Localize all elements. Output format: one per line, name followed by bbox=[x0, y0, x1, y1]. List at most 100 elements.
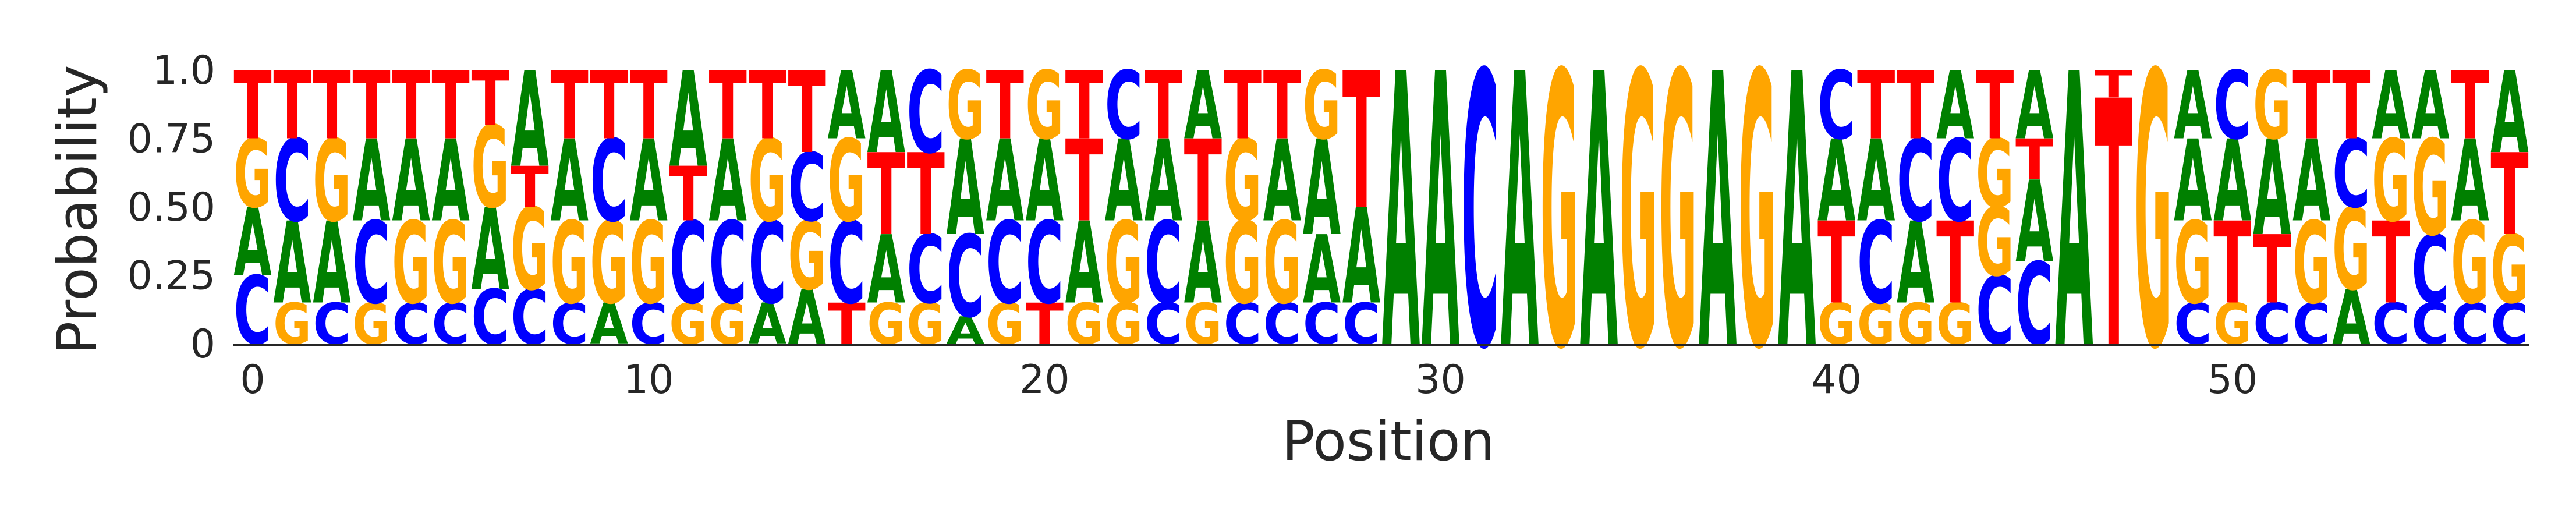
logo-letter-t: T bbox=[1263, 52, 1301, 161]
logo-letter-a: A bbox=[1817, 117, 1855, 247]
logo-letter-a: A bbox=[1184, 199, 1222, 330]
logo-letter-c: C bbox=[828, 199, 866, 330]
logo-letter-c: C bbox=[471, 274, 509, 362]
logo-letter-t: T bbox=[2372, 199, 2410, 329]
logo-letter-a: A bbox=[630, 117, 668, 247]
logo-letter-c: C bbox=[1145, 199, 1182, 330]
y-tick-label: 0.50 bbox=[127, 185, 215, 231]
logo-letter-a: A bbox=[1026, 117, 1064, 247]
logo-letter-a: A bbox=[2411, 52, 2449, 161]
logo-letter-a: A bbox=[1303, 217, 1341, 325]
logo-letter-g: G bbox=[828, 116, 866, 247]
logo-letter-g: G bbox=[313, 116, 350, 247]
logo-letter-t: T bbox=[1976, 52, 2014, 161]
logo-letter-c: C bbox=[630, 292, 668, 357]
logo-letter-g: G bbox=[2451, 198, 2489, 329]
logo-letter-t: T bbox=[1224, 52, 1262, 161]
logo-letter-c: C bbox=[907, 48, 945, 179]
plot-area: CAGTGACTCAGTGCATCGATCGATCAGTCGTACGATAGCT… bbox=[233, 0, 2528, 433]
logo-column: CAT bbox=[1342, 34, 1380, 357]
logo-letter-c: C bbox=[2332, 119, 2370, 229]
logo-column: G bbox=[1659, 0, 1697, 433]
logo-letter-c: C bbox=[2451, 292, 2489, 357]
x-tick-label: 40 bbox=[1811, 357, 1862, 403]
logo-letter-g: G bbox=[1105, 291, 1143, 356]
logo-letter-c: C bbox=[2372, 292, 2410, 357]
x-tick-label: 0 bbox=[240, 357, 265, 403]
logo-letter-c: C bbox=[1936, 116, 1974, 247]
logo-letter-a: A bbox=[233, 189, 271, 298]
logo-letter-g: G bbox=[1897, 291, 1934, 356]
logo-letter-c: C bbox=[2411, 292, 2449, 357]
logo-letter-t: T bbox=[2095, 63, 2133, 107]
logo-column: G bbox=[1738, 0, 1776, 433]
logo-letter-t: T bbox=[2213, 199, 2251, 329]
y-tick-label: 0.25 bbox=[127, 253, 215, 299]
logo-letter-g: G bbox=[273, 291, 311, 356]
logo-letter-g: G bbox=[2134, 0, 2172, 433]
logo-letter-a: A bbox=[1778, 0, 1816, 433]
x-tick-label: 10 bbox=[623, 357, 674, 403]
logo-letter-c: C bbox=[2292, 292, 2330, 357]
logo-letter-c: C bbox=[1263, 292, 1301, 357]
logo-column: A bbox=[1501, 0, 1539, 433]
logo-column: G bbox=[2134, 0, 2172, 433]
logo-letter-c: C bbox=[1461, 0, 1499, 433]
logo-letter-g: G bbox=[392, 198, 430, 329]
logo-letter-g: G bbox=[1263, 198, 1301, 329]
logo-letter-t: T bbox=[431, 52, 469, 161]
logo-letter-t: T bbox=[749, 52, 786, 161]
y-axis: 0 0.25 0.50 0.75 1.0 bbox=[127, 48, 215, 367]
logo-column: TT bbox=[2095, 31, 2133, 423]
logo-column: C bbox=[1461, 0, 1499, 433]
logo-letter-t: T bbox=[2253, 216, 2291, 325]
logo-letter-c: C bbox=[2015, 239, 2053, 370]
logo-letter-g: G bbox=[233, 119, 271, 229]
logo-letter-g: G bbox=[1224, 198, 1262, 329]
logo-letter-g: G bbox=[1026, 51, 1064, 161]
logo-letter-g: G bbox=[1065, 291, 1103, 356]
logo-letter-c: C bbox=[2213, 51, 2251, 161]
logo-letter-t: T bbox=[1817, 199, 1855, 329]
logo-letter-a: A bbox=[1857, 117, 1895, 247]
logo-column: A bbox=[1699, 0, 1737, 433]
logo-column: A bbox=[1778, 0, 1816, 433]
logo-letter-g: G bbox=[2332, 185, 2370, 316]
logo-letter-t: T bbox=[1145, 52, 1182, 161]
logo-letter-t: T bbox=[669, 151, 707, 238]
logo-letter-a: A bbox=[2055, 0, 2093, 433]
logo-letter-g: G bbox=[2372, 116, 2410, 247]
logo-letter-c: C bbox=[749, 199, 786, 330]
logo-letter-g: G bbox=[788, 201, 826, 311]
logo-letter-t: T bbox=[986, 52, 1024, 161]
logo-letter-t: T bbox=[550, 52, 588, 161]
logo-letter-g: G bbox=[431, 198, 469, 329]
logo-letter-t: T bbox=[1936, 199, 1974, 329]
logo-letter-t: T bbox=[709, 52, 747, 161]
logo-letter-a: A bbox=[1936, 52, 1974, 161]
logo-letter-a: A bbox=[1501, 0, 1539, 433]
logo-letter-c: C bbox=[1026, 199, 1064, 330]
logo-letter-g: G bbox=[511, 185, 548, 316]
logo-letter-g: G bbox=[1105, 198, 1143, 329]
logo-letter-t: T bbox=[1026, 292, 1064, 357]
logo-letter-t: T bbox=[630, 52, 668, 161]
